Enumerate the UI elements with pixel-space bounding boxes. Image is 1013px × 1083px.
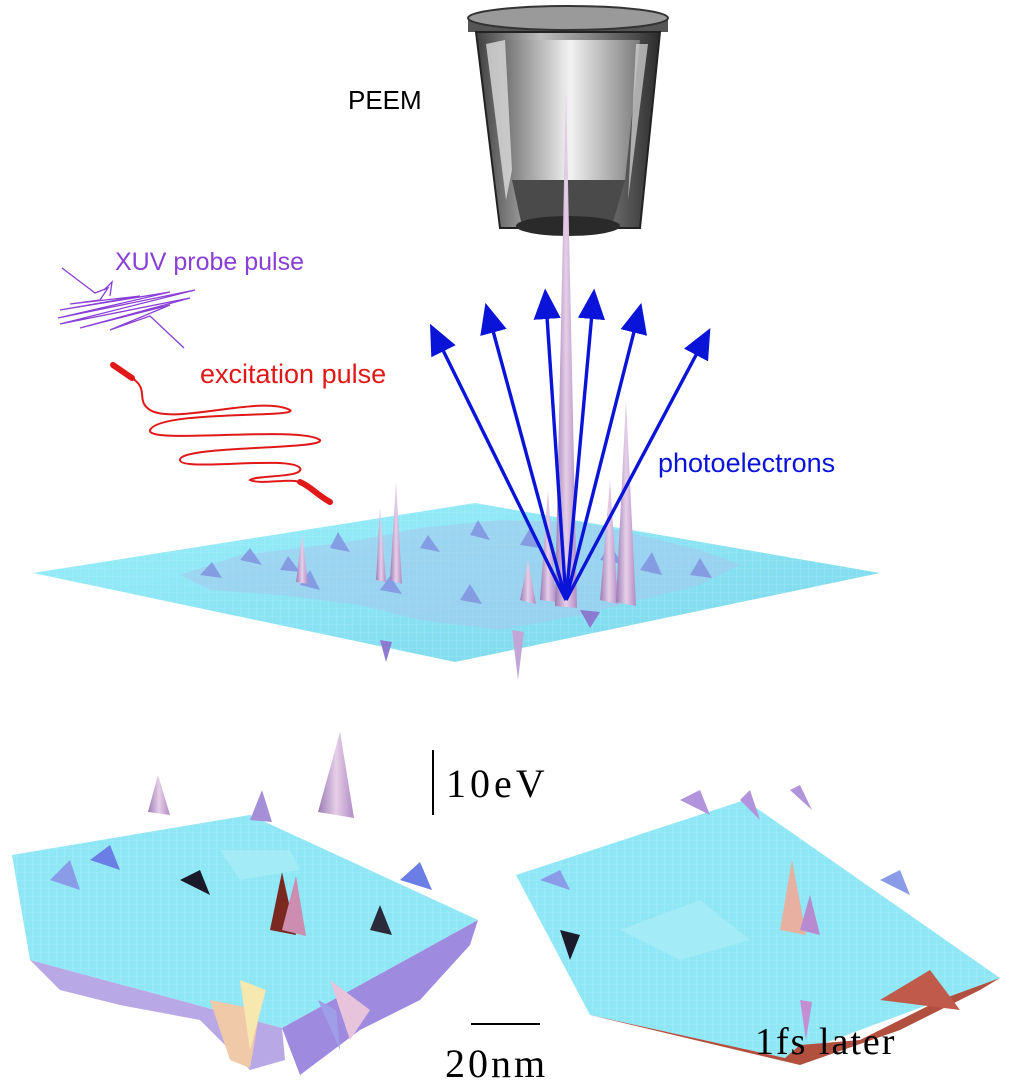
surface-plot-right: [516, 785, 1000, 1065]
xuv-label: XUV probe pulse: [115, 248, 304, 276]
xuv-pulse-icon: [57, 267, 196, 349]
excitation-pulse-icon: [110, 362, 333, 505]
later-label: 1fs later: [755, 1021, 896, 1063]
peem-label: PEEM: [348, 85, 422, 115]
peem-detector-icon: [467, 5, 669, 236]
surface-plot-left: [12, 732, 478, 1075]
sample-surface: [33, 88, 880, 680]
excitation-label: excitation pulse: [200, 359, 386, 389]
length-scale-label: 20nm: [445, 1041, 548, 1083]
photoelectrons-label: photoelectrons: [658, 448, 835, 478]
photoelectron-arrows: [429, 288, 711, 601]
energy-scale-label: 10eV: [446, 761, 549, 806]
